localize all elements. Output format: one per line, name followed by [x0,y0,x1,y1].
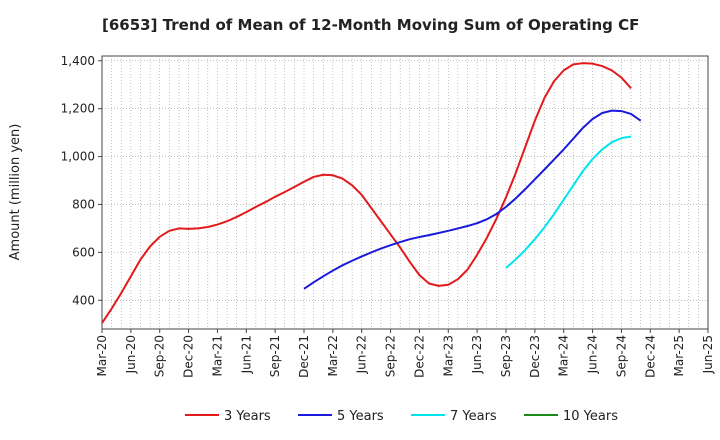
series-line-5-years [303,109,642,290]
y-tick-label: 1,400 [61,54,95,68]
x-tick-label: Sep-22 [384,335,398,377]
x-tick-label: Jun-23 [470,335,484,374]
x-tick-label: Dec-22 [412,335,426,378]
x-tick-label: Mar-21 [210,335,224,376]
x-tick-label: Mar-20 [95,335,109,376]
legend-label-3-years: 3 Years [224,409,271,424]
x-tick-label: Dec-24 [643,335,657,378]
x-axis: Mar-20 Jun-20 Sep-20 Dec-20 Mar-21 Jun-21 Sep-… [95,329,715,378]
x-tick-label: Dec-21 [297,335,311,378]
legend: 3 Years 5 Years 7 Years 10 Years [185,409,618,424]
x-tick-label: Sep-20 [153,335,167,377]
x-tick-label: Mar-24 [557,335,571,376]
x-tick-label: Mar-25 [672,335,686,376]
x-tick-label: Sep-24 [614,335,628,377]
plot-area [101,55,709,330]
grid [102,56,708,329]
x-tick-label: Jun-24 [586,335,600,374]
x-tick-label: Dec-23 [528,335,542,378]
y-axis: 400 600 800 1,000 1,200 1,400 [61,54,102,307]
legend-label-10-years: 10 Years [563,409,618,424]
series-lines [101,62,642,324]
x-tick-label: Sep-23 [499,335,513,377]
x-tick-label: Dec-20 [182,335,196,378]
y-tick-label: 1,200 [61,102,95,116]
x-tick-label: Jun-22 [355,335,369,374]
x-tick-label: Jun-25 [701,335,715,374]
y-axis-label: Amount (million yen) [8,124,23,261]
legend-label-5-years: 5 Years [337,409,384,424]
series-line-3-years [101,62,632,324]
x-tick-label: Jun-21 [239,335,253,374]
legend-label-7-years: 7 Years [450,409,497,424]
x-tick-label: Sep-21 [268,335,282,377]
series-line-7-years [505,135,632,269]
x-tick-label: Jun-20 [124,335,138,374]
chart-title: [6653] Trend of Mean of 12-Month Moving … [102,16,639,34]
y-tick-label: 600 [72,245,95,259]
x-tick-label: Mar-22 [326,335,340,376]
x-tick-label: Mar-23 [441,335,455,376]
y-tick-label: 400 [72,293,95,307]
y-tick-label: 1,000 [61,150,95,164]
y-tick-label: 800 [72,197,95,211]
